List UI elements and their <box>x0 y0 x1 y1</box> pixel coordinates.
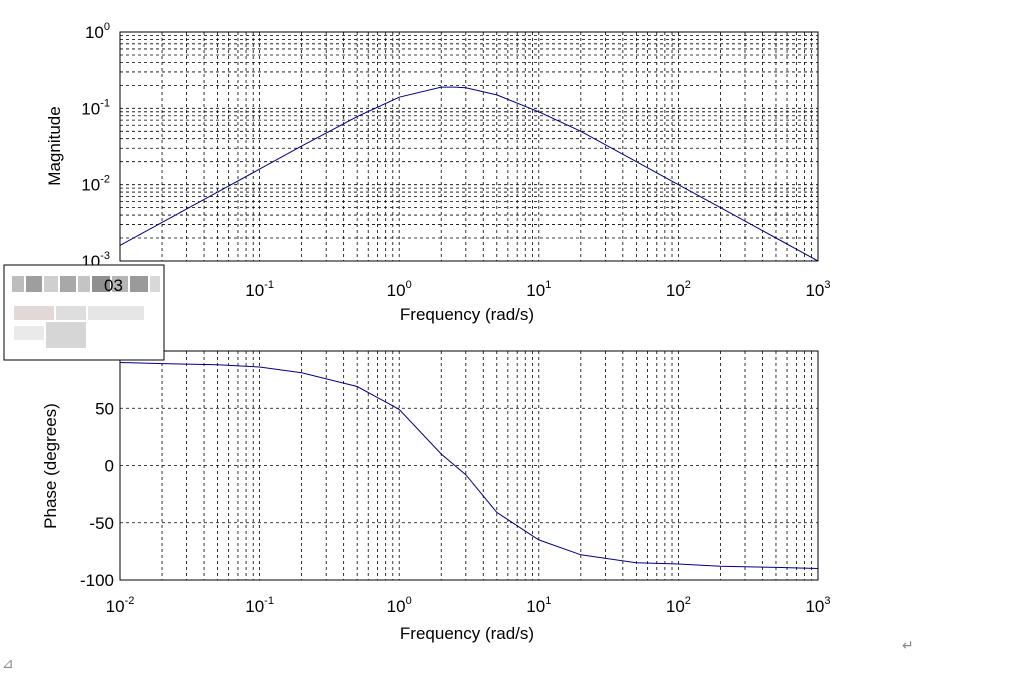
phase-x-tick-label: 10-2 <box>106 595 135 616</box>
magnitude-grid <box>120 32 818 261</box>
phase-y-tick-label: 0 <box>105 457 114 476</box>
phase-y-tick-label: -50 <box>89 514 114 533</box>
overlay-legend-box: 03 <box>3 264 165 361</box>
phase-x-axis-label: Frequency (rad/s) <box>400 624 534 643</box>
return-mark: ↵ <box>902 638 914 654</box>
phase-y-tick-labels: 100500-50-100 <box>80 342 114 590</box>
phase-y-tick-label: 50 <box>95 399 114 418</box>
phase-x-tick-labels: 10-2 10-1 100 101 102 103 <box>106 595 831 616</box>
magnitude-series-line <box>119 86 819 262</box>
phase-axes-box <box>119 350 819 581</box>
phase-x-tick-label: 102 <box>666 595 691 616</box>
magnitude-axes-box <box>119 31 819 262</box>
magnitude-x-tick-label: 100 <box>387 279 412 300</box>
corner-mark: ⊿ <box>2 656 14 672</box>
magnitude-y-tick-label: 10-2 <box>81 174 110 195</box>
phase-line <box>119 362 819 569</box>
phase-grid <box>120 351 818 580</box>
magnitude-y-axis-label: Magnitude <box>45 106 64 185</box>
magnitude-line <box>119 86 819 262</box>
magnitude-x-tick-label: 102 <box>666 279 691 300</box>
magnitude-x-tick-label: 10-1 <box>245 279 274 300</box>
phase-series-line <box>119 362 819 569</box>
phase-x-tick-label: 103 <box>805 595 830 616</box>
magnitude-y-tick-label: 10-1 <box>81 97 110 118</box>
phase-y-tick-label: -100 <box>80 571 114 590</box>
phase-plot: 100 50 0 -50 -100 10-2 10-1 100 101 102 103 Frequ… <box>41 342 831 643</box>
phase-x-tick-label: 100 <box>387 595 412 616</box>
blurred-content <box>12 276 160 348</box>
phase-x-tick-label: 101 <box>526 595 551 616</box>
magnitude-x-axis-label: Frequency (rad/s) <box>400 305 534 324</box>
magnitude-x-tick-label: 103 <box>805 279 830 300</box>
phase-y-axis-label: Phase (degrees) <box>41 403 60 529</box>
overlay-partial-text: 03 <box>104 276 123 295</box>
phase-x-tick-label: 10-1 <box>245 595 274 616</box>
magnitude-y-tick-label: 100 <box>85 21 110 42</box>
magnitude-x-tick-label: 101 <box>526 279 551 300</box>
